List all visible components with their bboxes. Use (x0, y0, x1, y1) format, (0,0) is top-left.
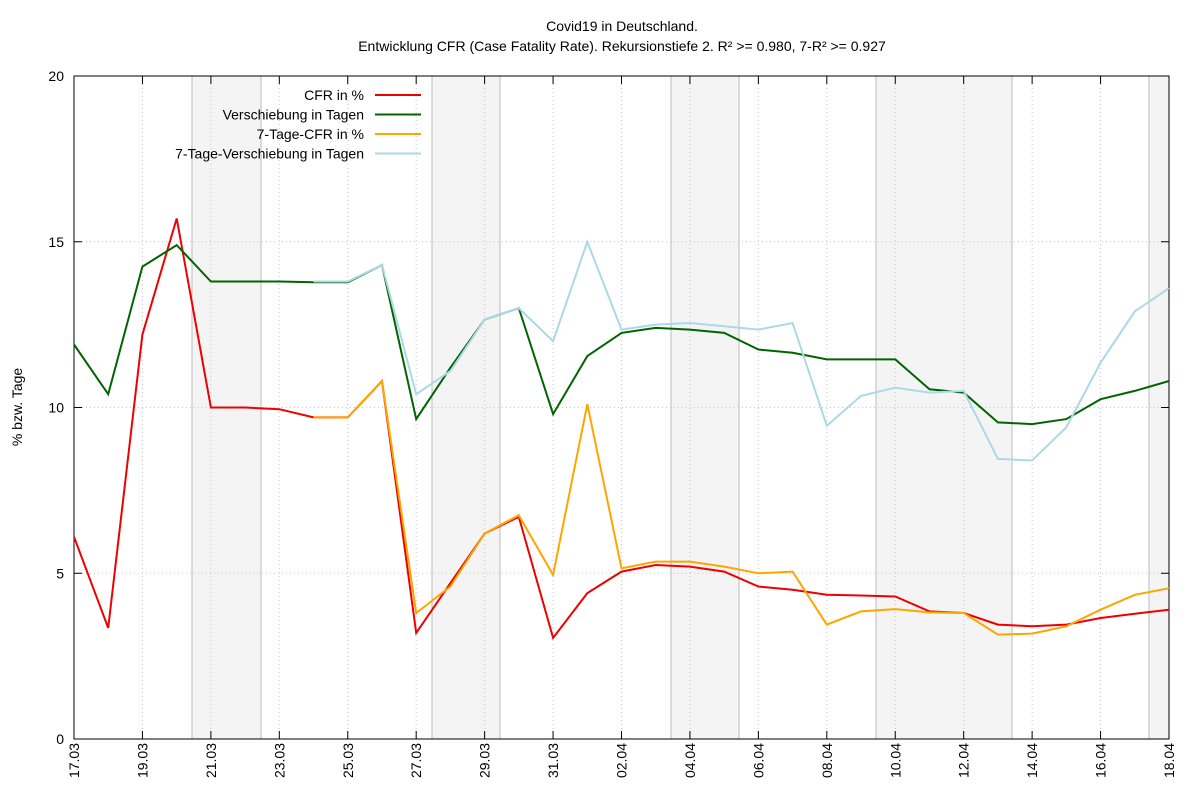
x-tick-label: 18.04 (1161, 743, 1177, 778)
series-line (73, 243, 1170, 426)
series-line (313, 238, 1170, 462)
legend-label: Verschiebung in Tagen (223, 107, 364, 123)
x-tick-label: 06.04 (750, 743, 766, 778)
series-line (73, 218, 1170, 641)
x-tick-label: 19.03 (134, 743, 150, 778)
legend-label: 7-Tage-CFR in % (257, 126, 364, 142)
x-tick-label: 25.03 (340, 743, 356, 778)
x-tick-label: 21.03 (203, 743, 219, 778)
y-tick-label: 10 (48, 400, 64, 416)
legend-label: CFR in % (304, 87, 364, 103)
y-axis-label: % bzw. Tage (9, 368, 25, 447)
chart-subtitle: Entwicklung CFR (Case Fatality Rate). Re… (358, 38, 886, 54)
weekend (875, 75, 1013, 740)
x-tick-label: 23.03 (271, 743, 287, 778)
y-tick-label: 20 (48, 68, 64, 84)
x-tick-label: 08.04 (819, 743, 835, 778)
x-tick-label: 27.03 (408, 743, 424, 778)
x-tick-label: 12.04 (956, 743, 972, 778)
plot-frame (73, 75, 1170, 740)
x-tick-label: 16.04 (1093, 743, 1109, 778)
x-tick-label: 29.03 (477, 743, 493, 778)
legend-label: 7-Tage-Verschiebung in Tagen (175, 146, 364, 162)
x-tick-label: 17.03 (66, 743, 82, 778)
x-tick-label: 14.04 (1024, 743, 1040, 778)
x-tick-label: 02.04 (614, 743, 630, 778)
y-tick-label: 5 (56, 565, 64, 581)
x-tick-label: 31.03 (545, 743, 561, 778)
y-tick-label: 0 (56, 731, 64, 747)
x-tick-label: 04.04 (682, 743, 698, 778)
series-line (313, 378, 1170, 636)
y-tick-label: 15 (48, 234, 64, 250)
chart-title: Covid19 in Deutschland. (546, 18, 698, 34)
legend: CFR in % Verschiebung in Tagen 7-Tage-CFR … (175, 87, 421, 162)
x-tick-label: 10.04 (887, 743, 903, 778)
weekend (670, 75, 740, 740)
